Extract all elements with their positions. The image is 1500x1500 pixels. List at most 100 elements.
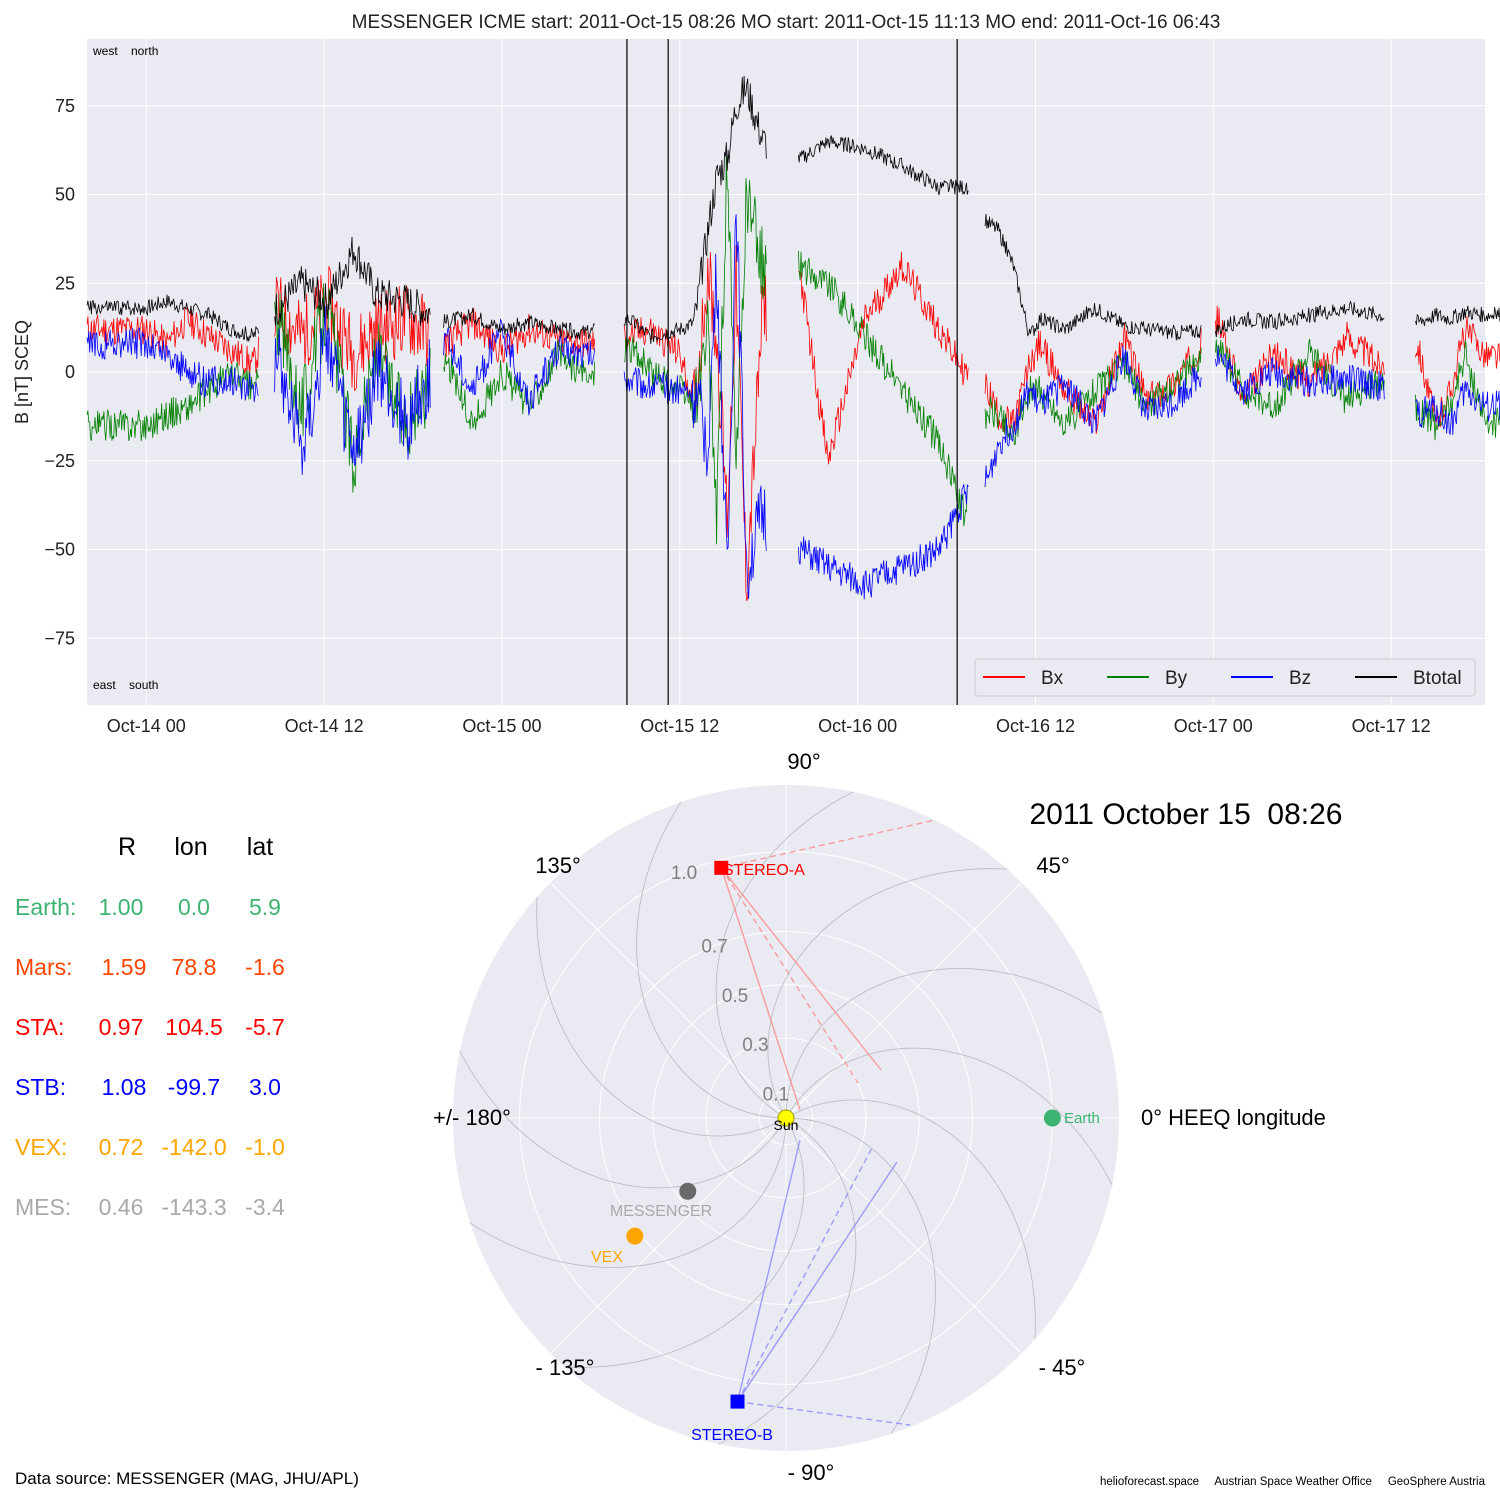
parker-spiral	[536, 896, 787, 1137]
y-tick-labels: 75 50 25 0 −25 −50 −75	[44, 96, 75, 649]
messenger-label: MESSENGER	[610, 1203, 712, 1220]
polar-grid	[453, 785, 1119, 1451]
table-cell: 1.59	[102, 954, 147, 980]
x-tick-labels: Oct-14 00 Oct-14 12 Oct-15 00 Oct-15 12 Oct-…	[107, 716, 1431, 736]
sun-label: Sun	[774, 1117, 799, 1133]
table-row-label: MES:	[15, 1194, 71, 1220]
table-cell: 1.00	[99, 894, 144, 920]
earth-marker	[1043, 1109, 1061, 1127]
legend-box	[974, 658, 1476, 697]
table-cell: 1.08	[102, 1074, 147, 1100]
credits: helioforecast.space Austrian Space Weath…	[1100, 1476, 1486, 1488]
angle-label: 135°	[535, 853, 581, 878]
table-row-label: Earth:	[15, 894, 76, 920]
parker-spiral	[718, 1117, 857, 1445]
figure-title: MESSENGER ICME start: 2011-Oct-15 08:26 …	[352, 12, 1221, 33]
table-cell: -99.7	[168, 1074, 220, 1100]
stereo-b-fov-line	[736, 1161, 898, 1402]
sun-marker	[777, 1109, 795, 1127]
series-btotal	[86, 75, 1500, 344]
vex-label: VEX	[591, 1249, 623, 1266]
table-cell: -142.0	[161, 1134, 226, 1160]
y-tick-label: −50	[44, 540, 75, 560]
stereo-a-fov-line	[720, 867, 859, 1084]
radial-tick-label: 0.5	[722, 986, 748, 1007]
table-header-r: R	[118, 833, 136, 861]
angle-labels: 0° HEEQ longitude 45° 90° 135° +/- 180° - 135…	[433, 749, 1326, 1485]
angular-gridline	[785, 1117, 1022, 1354]
table-cell: 0.97	[99, 1014, 144, 1040]
angle-label: - 90°	[788, 1460, 835, 1485]
parker-spirals	[459, 791, 1113, 1445]
table-header-lon: lon	[174, 833, 207, 861]
y-tick-label: 75	[55, 96, 75, 116]
table-cell: -3.4	[245, 1194, 285, 1220]
y-tick-label: 50	[55, 185, 75, 205]
vex-marker	[626, 1227, 644, 1245]
data-source: Data source: MESSENGER (MAG, JHU/APL)	[15, 1469, 359, 1488]
y-tick-label: 25	[55, 273, 75, 293]
table-cell: 104.5	[165, 1014, 223, 1040]
event-lines	[626, 39, 958, 705]
stereo-b-fov-line	[736, 1139, 801, 1402]
angular-gridline	[785, 882, 1022, 1119]
x-tick-label: Oct-15 12	[640, 716, 719, 736]
angle-label: 45°	[1036, 853, 1069, 878]
angle-label: 0° HEEQ longitude	[1141, 1105, 1326, 1130]
stereo-b-marker	[730, 1394, 745, 1409]
parker-spiral	[564, 1117, 805, 1368]
radial-tick-label: 0.7	[701, 937, 727, 958]
table-row-label: Mars:	[15, 954, 73, 980]
radial-tick-label: 0.1	[763, 1084, 789, 1105]
corner-label-top: west north	[92, 44, 158, 58]
spacecraft-markers: Sun Earth STEREO-A STEREO-B VEX MESSENGER	[591, 860, 1100, 1444]
table-row-label: STA:	[15, 1014, 64, 1040]
legend-label-by: By	[1165, 668, 1188, 689]
table-cell: 0.72	[99, 1134, 144, 1160]
parker-spiral	[715, 791, 854, 1119]
y-tick-label: −25	[44, 451, 75, 471]
y-axis-label: B [nT] SCEQ	[12, 320, 32, 424]
corner-label-bottom: east south	[93, 678, 158, 692]
angle-label: - 135°	[536, 1355, 595, 1380]
series-bz	[86, 214, 1500, 600]
stereo-a-label: STEREO-A	[723, 862, 805, 879]
x-tick-label: Oct-14 12	[285, 716, 364, 736]
field-of-view-lines	[720, 819, 936, 1426]
parker-spiral	[785, 968, 1103, 1118]
stereo-a-fov-line	[721, 819, 936, 869]
stereo-b-fov-line	[736, 1147, 873, 1402]
parker-spiral	[786, 1117, 936, 1435]
legend-label-bz: Bz	[1289, 668, 1311, 689]
radial-tick-label: 0.3	[742, 1035, 768, 1056]
table-cell: 5.9	[249, 894, 281, 920]
table-row-label: VEX:	[15, 1134, 67, 1160]
table-cell: -1.0	[245, 1134, 285, 1160]
parker-spiral	[767, 868, 1008, 1119]
legend: Bx By Bz Btotal	[974, 658, 1476, 697]
stereo-a-fov-line	[720, 867, 882, 1071]
table-cell: -5.7	[245, 1014, 285, 1040]
stereo-b-label: STEREO-B	[691, 1427, 773, 1444]
table-cell: 78.8	[172, 954, 217, 980]
x-tick-label: Oct-16 12	[996, 716, 1075, 736]
parker-spiral	[459, 1050, 787, 1189]
earth-label: Earth	[1064, 1110, 1100, 1127]
messenger-marker	[679, 1182, 697, 1200]
angular-gridline	[550, 882, 787, 1119]
angular-gridline	[550, 1117, 787, 1354]
table-cell: 3.0	[249, 1074, 281, 1100]
legend-label-btotal: Btotal	[1413, 668, 1462, 689]
stereo-a-fov-line	[720, 867, 801, 1111]
y-tick-label: 0	[65, 362, 75, 382]
table-cell: 0.46	[99, 1194, 144, 1220]
table-cell: 0.0	[178, 894, 210, 920]
angle-label: - 45°	[1039, 1355, 1086, 1380]
table-header-lat: lat	[247, 833, 273, 861]
timeseries-series	[86, 75, 1500, 602]
x-tick-label: Oct-17 00	[1174, 716, 1253, 736]
parker-spiral	[785, 1099, 1036, 1340]
table-cell: -1.6	[245, 954, 285, 980]
